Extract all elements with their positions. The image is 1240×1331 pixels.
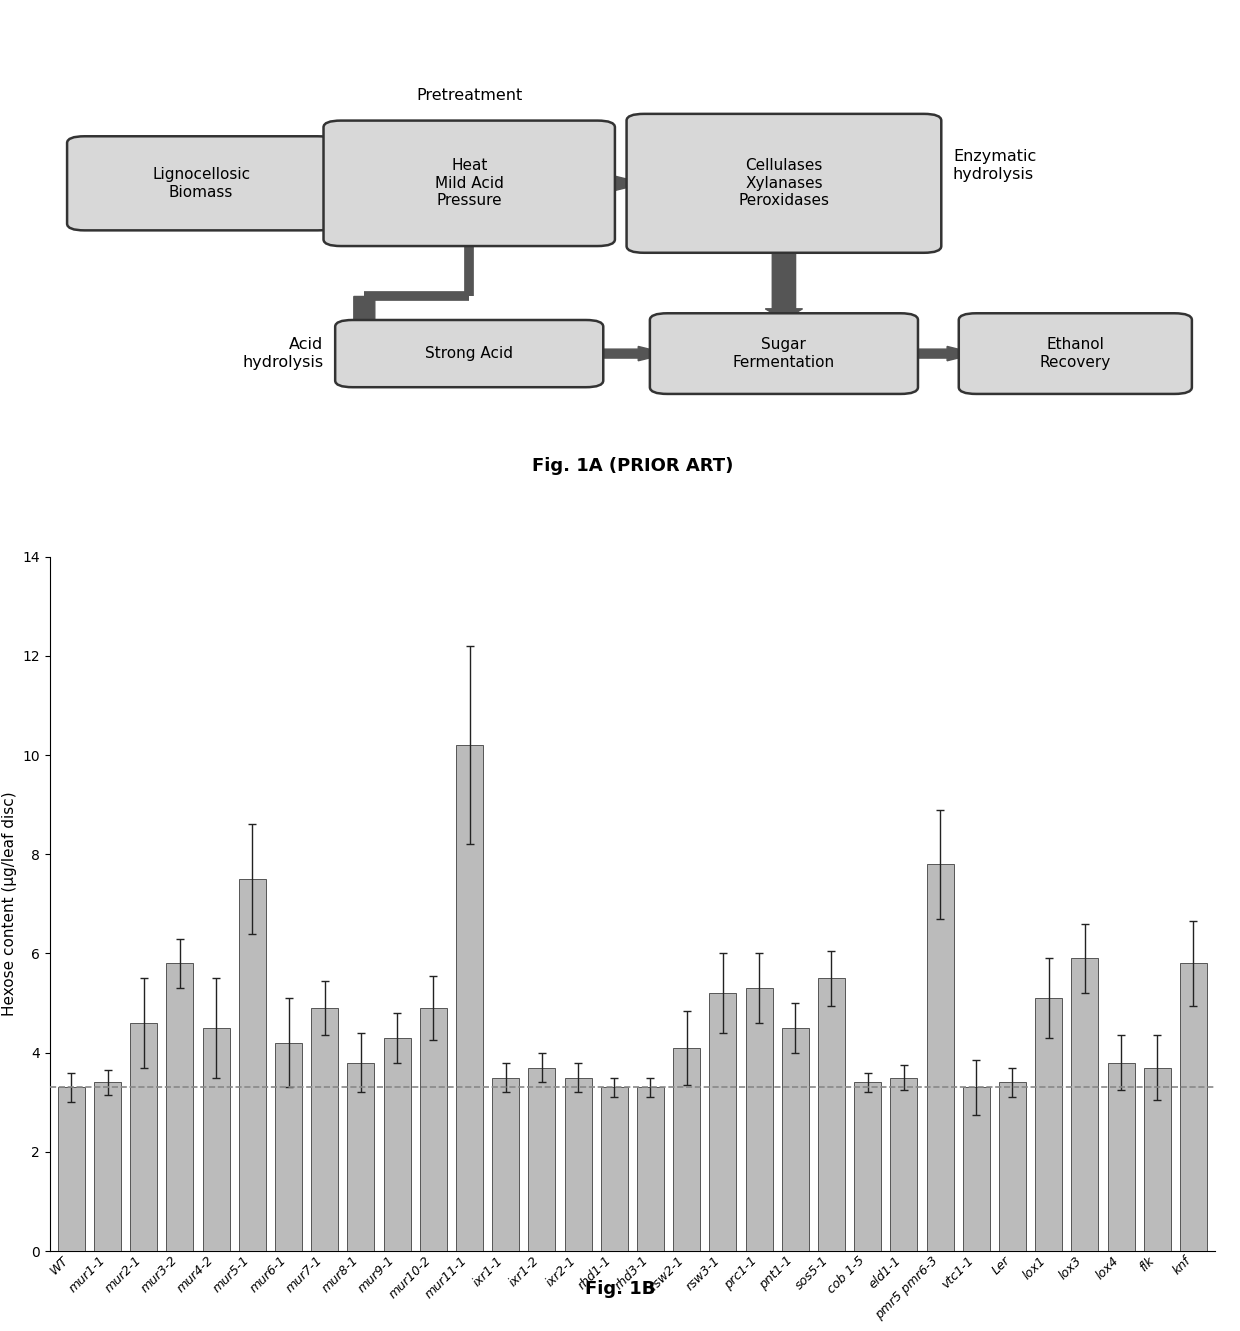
Bar [781, 1028, 808, 1251]
FancyArrow shape [585, 346, 667, 361]
Bar [58, 1087, 84, 1251]
Bar [564, 1078, 591, 1251]
Bar [962, 1087, 990, 1251]
Bar [600, 1087, 627, 1251]
Bar [1143, 1067, 1171, 1251]
FancyBboxPatch shape [650, 313, 918, 394]
Bar [311, 1008, 339, 1251]
Bar [130, 1024, 157, 1251]
Bar [166, 964, 193, 1251]
Bar [239, 878, 265, 1251]
Bar [818, 978, 846, 1251]
Bar [999, 1082, 1025, 1251]
FancyArrow shape [347, 297, 382, 354]
Bar [1180, 964, 1207, 1251]
FancyArrow shape [765, 246, 802, 319]
Bar [347, 1062, 374, 1251]
Text: Strong Acid: Strong Acid [425, 346, 513, 361]
Text: Lignocellosic
Biomass: Lignocellosic Biomass [153, 168, 250, 200]
Text: Pretreatment: Pretreatment [417, 88, 522, 102]
Bar [637, 1087, 665, 1251]
Bar [745, 988, 773, 1251]
Bar [419, 1008, 446, 1251]
Bar [709, 993, 737, 1251]
Bar [456, 745, 484, 1251]
Bar [1071, 958, 1099, 1251]
Bar [890, 1078, 918, 1251]
FancyBboxPatch shape [324, 121, 615, 246]
Bar [673, 1047, 701, 1251]
Bar [926, 864, 954, 1251]
Text: Cellulases
Xylanases
Peroxidases: Cellulases Xylanases Peroxidases [739, 158, 830, 208]
Bar [202, 1028, 229, 1251]
Bar [1035, 998, 1063, 1251]
Text: Heat
Mild Acid
Pressure: Heat Mild Acid Pressure [435, 158, 503, 208]
FancyBboxPatch shape [335, 319, 604, 387]
Bar [492, 1078, 520, 1251]
Bar [528, 1067, 556, 1251]
Bar [94, 1082, 122, 1251]
Text: Enzymatic
hydrolysis: Enzymatic hydrolysis [954, 149, 1037, 181]
Text: Ethanol
Recovery: Ethanol Recovery [1039, 337, 1111, 370]
Text: Fig. 1B: Fig. 1B [585, 1279, 655, 1298]
Bar [1107, 1062, 1135, 1251]
Text: Fig. 1A (PRIOR ART): Fig. 1A (PRIOR ART) [532, 457, 733, 475]
FancyArrow shape [900, 346, 976, 361]
Text: Sugar
Fermentation: Sugar Fermentation [733, 337, 835, 370]
Y-axis label: Hexose content (μg/leaf disc): Hexose content (μg/leaf disc) [1, 792, 16, 1016]
FancyBboxPatch shape [626, 114, 941, 253]
Bar [854, 1082, 882, 1251]
FancyArrow shape [312, 176, 341, 190]
FancyBboxPatch shape [959, 313, 1192, 394]
FancyArrow shape [598, 176, 644, 190]
Bar [383, 1038, 410, 1251]
Bar [275, 1042, 303, 1251]
Text: Acid
hydrolysis: Acid hydrolysis [242, 337, 324, 370]
FancyBboxPatch shape [67, 136, 335, 230]
